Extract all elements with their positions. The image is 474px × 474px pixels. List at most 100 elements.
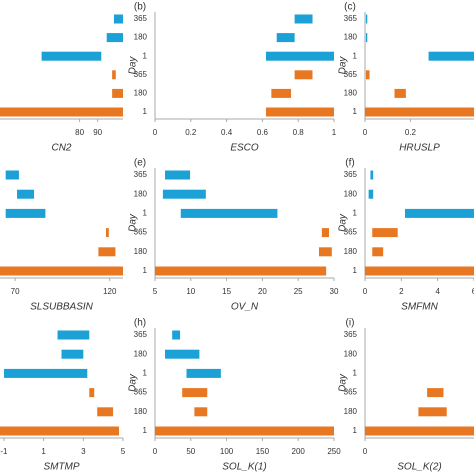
x-tick-label: 0 bbox=[153, 128, 158, 137]
x-tick-label: 0.2 bbox=[405, 128, 417, 137]
range-bar bbox=[394, 88, 406, 98]
range-bar bbox=[182, 388, 208, 398]
y-tick-label: 180 bbox=[134, 89, 148, 98]
x-tick-label: 250 bbox=[327, 447, 341, 456]
y-tick-label: 365 bbox=[344, 70, 358, 79]
panel-label: (e) bbox=[134, 158, 146, 169]
x-tick-label: 0 bbox=[363, 287, 368, 296]
range-bar bbox=[186, 368, 221, 378]
y-axis-title: Day bbox=[128, 56, 139, 75]
x-tick-label: 200 bbox=[292, 447, 306, 456]
y-tick-label: 365 bbox=[134, 330, 148, 339]
range-bar bbox=[112, 88, 123, 98]
y-tick-label: 1 bbox=[353, 426, 358, 435]
x-tick-label: 50 bbox=[186, 447, 195, 456]
range-bar bbox=[294, 70, 313, 80]
x-axis-title: HRUSLP bbox=[399, 143, 440, 154]
y-tick-label: 365 bbox=[344, 170, 358, 179]
y-axis-title: Day bbox=[338, 56, 349, 75]
x-tick-label: 0 bbox=[153, 447, 158, 456]
range-bar bbox=[41, 51, 102, 61]
y-tick-label: 1 bbox=[143, 209, 148, 218]
range-bar bbox=[155, 266, 327, 276]
x-tick-label: 2 bbox=[399, 287, 404, 296]
x-tick-label: 80 bbox=[75, 128, 84, 137]
range-bar bbox=[271, 88, 292, 98]
range-bar bbox=[0, 266, 123, 276]
y-tick-label: 365 bbox=[344, 14, 358, 23]
y-tick-label: 1 bbox=[143, 107, 148, 116]
x-tick-label: 0.6 bbox=[257, 128, 269, 137]
x-tick-label: 5 bbox=[121, 447, 126, 456]
y-tick-label: 180 bbox=[134, 407, 148, 416]
y-tick-label: 365 bbox=[344, 330, 358, 339]
range-bar bbox=[194, 407, 208, 417]
x-axis-title: SMTMP bbox=[43, 462, 79, 473]
y-tick-label: 1 bbox=[143, 426, 148, 435]
range-bar bbox=[365, 70, 370, 80]
range-bar bbox=[0, 107, 123, 117]
y-tick-label: 1 bbox=[353, 369, 358, 378]
panel-label: (c) bbox=[344, 2, 356, 13]
range-bar bbox=[165, 349, 200, 359]
y-tick-label: 365 bbox=[134, 228, 148, 237]
x-tick-label: 15 bbox=[222, 287, 231, 296]
range-bar bbox=[276, 33, 295, 43]
x-tick-label: 30 bbox=[330, 287, 339, 296]
range-bar bbox=[106, 33, 123, 43]
range-bar bbox=[112, 70, 116, 80]
y-axis-title: Day bbox=[338, 213, 349, 232]
x-tick-label: 70 bbox=[11, 287, 20, 296]
x-tick-label: 0.8 bbox=[293, 128, 305, 137]
x-tick-label: 3 bbox=[81, 447, 86, 456]
y-tick-label: 1 bbox=[143, 266, 148, 275]
x-tick-label: 150 bbox=[256, 447, 270, 456]
x-axis-title: SLSUBBASIN bbox=[30, 302, 94, 313]
x-axis-title: SMFMN bbox=[401, 302, 438, 313]
y-tick-label: 180 bbox=[134, 33, 148, 42]
x-tick-label: 25 bbox=[294, 287, 303, 296]
y-tick-label: 1 bbox=[353, 107, 358, 116]
range-bar bbox=[265, 107, 334, 117]
range-bar bbox=[365, 266, 474, 276]
y-tick-label: 1 bbox=[353, 266, 358, 275]
y-axis-title: Day bbox=[128, 213, 139, 232]
x-tick-label: 0.2 bbox=[185, 128, 197, 137]
range-bar bbox=[321, 228, 329, 238]
y-tick-label: 180 bbox=[344, 349, 358, 358]
range-bar bbox=[365, 14, 368, 24]
range-bar bbox=[165, 170, 191, 180]
x-tick-label: -1 bbox=[0, 447, 8, 456]
range-bar bbox=[113, 14, 123, 24]
y-tick-label: 180 bbox=[344, 247, 358, 256]
x-axis-title: ESCO bbox=[230, 143, 259, 154]
x-tick-label: 0 bbox=[363, 128, 368, 137]
y-tick-label: 1 bbox=[353, 209, 358, 218]
range-bar bbox=[368, 189, 374, 199]
range-bar bbox=[180, 208, 278, 218]
range-bar bbox=[5, 170, 19, 180]
range-bar bbox=[0, 426, 120, 436]
panel-label: (b) bbox=[134, 2, 146, 13]
range-bar bbox=[404, 208, 474, 218]
panel-label: (i) bbox=[346, 318, 355, 329]
range-bar bbox=[97, 407, 114, 417]
x-tick-label: 0.4 bbox=[221, 128, 233, 137]
y-tick-label: 180 bbox=[344, 89, 358, 98]
range-bar bbox=[428, 51, 474, 61]
range-bar bbox=[3, 368, 88, 378]
range-bar bbox=[155, 426, 334, 436]
panel-label: (h) bbox=[134, 318, 146, 329]
x-tick-label: 100 bbox=[220, 447, 234, 456]
x-tick-label: 10 bbox=[186, 287, 195, 296]
range-bar bbox=[418, 407, 447, 417]
y-tick-label: 180 bbox=[134, 189, 148, 198]
x-axis-title: OV_N bbox=[231, 302, 259, 313]
y-tick-label: 1 bbox=[143, 369, 148, 378]
range-bar bbox=[372, 247, 384, 257]
range-bar bbox=[365, 107, 474, 117]
range-bar bbox=[370, 170, 374, 180]
y-tick-label: 180 bbox=[134, 247, 148, 256]
y-tick-label: 1 bbox=[353, 51, 358, 60]
